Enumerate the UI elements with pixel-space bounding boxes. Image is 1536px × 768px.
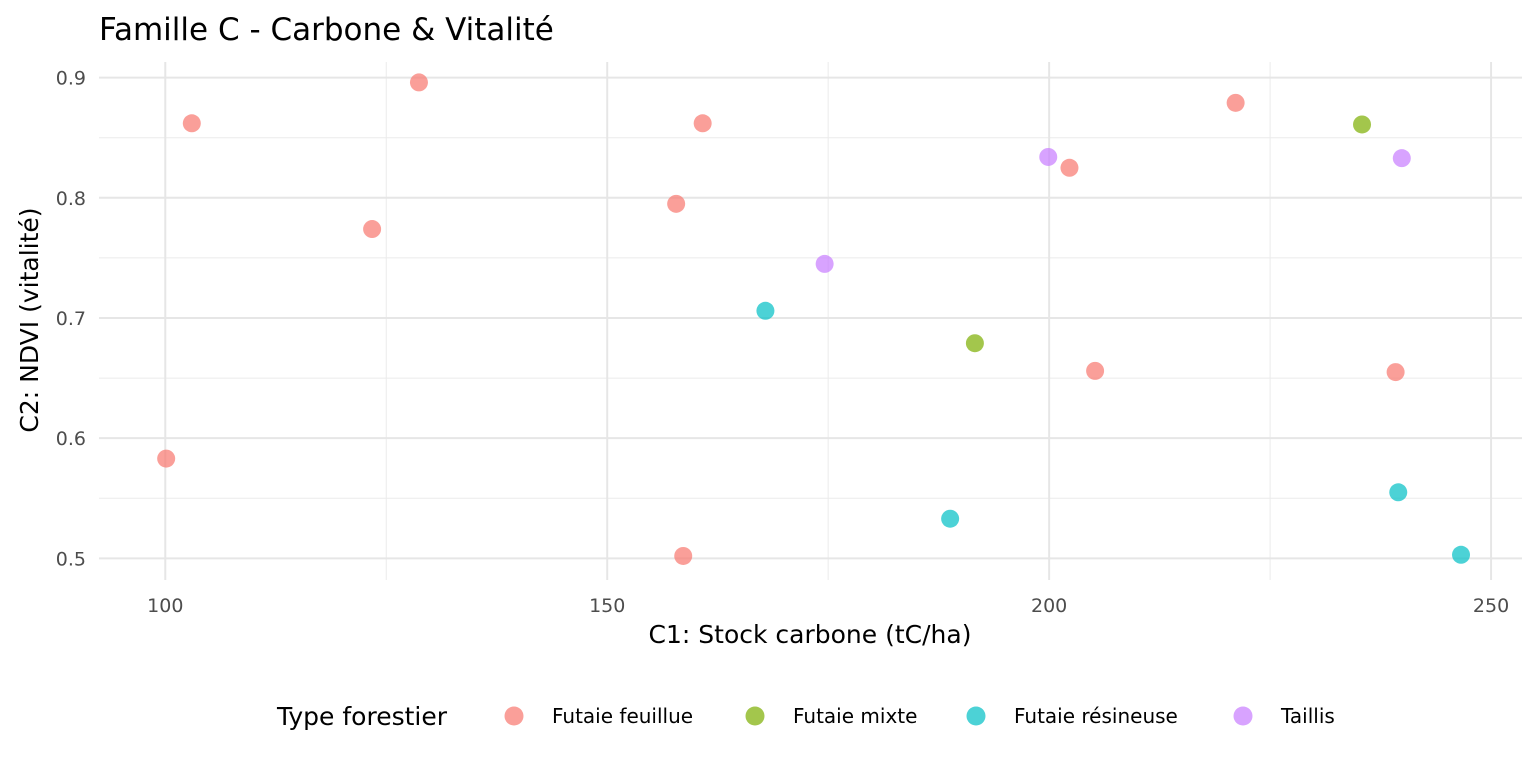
data-point-futaie-feuillue xyxy=(667,194,686,213)
legend-items: Futaie feuillue Futaie mixte Futaie résine… xyxy=(504,704,1335,728)
legend-key-futaie-resineuse xyxy=(966,706,986,726)
grid-major xyxy=(99,62,1522,580)
data-point-futaie-feuillue xyxy=(1226,93,1245,112)
data-point-futaie-feuillue xyxy=(1086,361,1105,380)
data-point-futaie-feuillue xyxy=(674,546,693,565)
data-point-futaie-feuillue xyxy=(1060,158,1079,177)
legend-label-taillis: Taillis xyxy=(1280,704,1335,728)
x-tick-label: 250 xyxy=(1473,595,1509,617)
y-axis-ticks: 0.5 0.6 0.7 0.8 0.9 xyxy=(56,68,86,571)
chart-title: Famille C - Carbone & Vitalité xyxy=(99,12,554,48)
data-point-futaie-feuillue xyxy=(363,220,382,239)
data-point-futaie-feuillue xyxy=(182,114,201,133)
y-tick-label: 0.6 xyxy=(56,428,86,450)
x-axis-ticks: 100 150 200 250 xyxy=(147,595,1509,617)
data-point-futaie-resineuse xyxy=(1389,483,1408,502)
legend-key-futaie-feuillue xyxy=(504,706,524,726)
legend-label-futaie-resineuse: Futaie résineuse xyxy=(1014,704,1178,728)
data-point-futaie-feuillue xyxy=(409,73,428,92)
legend-key-taillis xyxy=(1233,706,1253,726)
data-point-taillis xyxy=(1392,149,1411,168)
data-point-taillis xyxy=(815,254,834,273)
y-tick-label: 0.7 xyxy=(56,308,86,330)
legend-label-futaie-mixte: Futaie mixte xyxy=(793,704,917,728)
data-point-futaie-resineuse xyxy=(1452,545,1471,564)
data-point-futaie-resineuse xyxy=(756,301,775,320)
data-point-futaie-resineuse xyxy=(941,509,960,528)
data-point-futaie-mixte xyxy=(1353,115,1372,134)
x-tick-label: 200 xyxy=(1031,595,1067,617)
legend-label-futaie-feuillue: Futaie feuillue xyxy=(552,704,693,728)
y-tick-label: 0.5 xyxy=(56,548,86,570)
x-tick-label: 100 xyxy=(147,595,183,617)
points-layer xyxy=(157,73,1471,565)
data-point-futaie-feuillue xyxy=(693,114,712,133)
y-tick-label: 0.8 xyxy=(56,188,86,210)
data-point-taillis xyxy=(1039,147,1058,166)
data-point-futaie-mixte xyxy=(965,334,984,353)
legend-key-futaie-mixte xyxy=(745,706,765,726)
y-tick-label: 0.9 xyxy=(56,68,86,90)
legend: Type forestier Futaie feuillue Futaie mix… xyxy=(276,702,1335,731)
x-axis-title: C1: Stock carbone (tC/ha) xyxy=(649,620,972,649)
y-axis-title: C2: NDVI (vitalité) xyxy=(15,207,44,432)
legend-title: Type forestier xyxy=(276,702,448,731)
x-tick-label: 150 xyxy=(589,595,625,617)
grid-minor xyxy=(99,62,1522,580)
data-point-futaie-feuillue xyxy=(157,449,176,468)
data-point-futaie-feuillue xyxy=(1386,363,1405,382)
